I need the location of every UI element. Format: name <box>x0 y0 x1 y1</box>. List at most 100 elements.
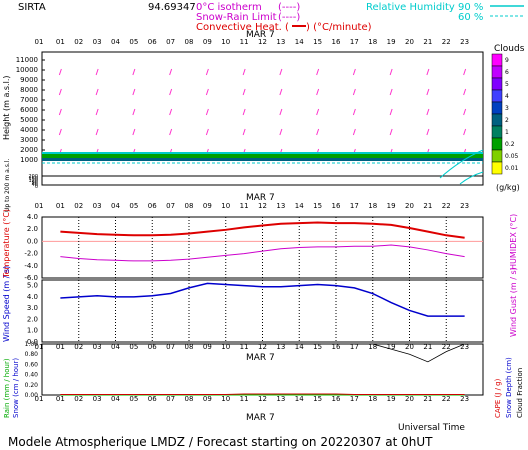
wind-barb <box>242 108 246 116</box>
hour-label-rain-top: 04 <box>111 343 120 351</box>
hour-label-mid: 08 <box>185 202 194 210</box>
hour-label-bottom: 19 <box>387 395 396 403</box>
hour-label-bottom: 05 <box>129 395 138 403</box>
hour-label-top-start: 01 <box>35 38 44 46</box>
wind-barb <box>132 88 136 96</box>
hour-label-top: 19 <box>387 38 396 46</box>
rain-tick-label: 1.00 <box>25 341 39 348</box>
hour-label-top: 08 <box>185 38 194 46</box>
date-label-bottom2: MAR 7 <box>246 413 275 423</box>
hour-label-top: 12 <box>258 38 267 46</box>
hour-label-mid: 11 <box>240 202 249 210</box>
colorbar-swatch <box>491 101 503 115</box>
hour-label-rain-top: 07 <box>166 343 175 351</box>
wind-barb <box>242 88 246 96</box>
wind-barb <box>316 88 320 96</box>
wind-barb <box>132 108 136 116</box>
wind-barb <box>316 128 320 136</box>
hour-label-top: 06 <box>148 38 157 46</box>
colorbar-tick-label: 4 <box>505 93 509 100</box>
lower-height-tick-label: 80 <box>32 180 38 186</box>
rh-curve <box>439 149 484 179</box>
colorbar-tick-label: 6 <box>505 69 509 76</box>
hour-label-top: 13 <box>276 38 285 46</box>
hour-label-top: 18 <box>368 38 377 46</box>
station-name: SIRTA <box>18 2 46 13</box>
temperature-axis-title: Temperature (°C) <box>2 209 11 279</box>
legend-rh-90: 90 % <box>458 2 483 13</box>
wind-speed-axis-title: Wind Speed (m / s) <box>2 266 11 342</box>
hour-label-rain-top: 03 <box>93 343 102 351</box>
hour-label-rain-top: 13 <box>276 343 285 351</box>
wind-barb <box>58 108 62 116</box>
colorbar-tick-label: 2 <box>505 117 509 124</box>
colorbar-title: Clouds <box>494 44 525 54</box>
cloud-band-teal <box>42 158 483 161</box>
hour-label-rain-top: 09 <box>203 343 212 351</box>
wind-barb <box>205 68 209 76</box>
temperature-tick-label: -2.0 <box>24 250 38 258</box>
series-line-humidex <box>60 244 465 262</box>
panel-frame-rain <box>41 343 484 396</box>
hour-label-rain-top: 23 <box>460 343 469 351</box>
temperature-tick-label: 0.0 <box>27 237 38 245</box>
hour-label-bottom: 09 <box>203 395 212 403</box>
cloud-fraction-axis-title: Cloud Fraction <box>516 368 524 418</box>
snow-axis-title: Snow (cm / hour) <box>12 358 20 418</box>
hour-label-top: 14 <box>295 38 304 46</box>
wind-barb <box>95 108 99 116</box>
wind-barb <box>463 128 467 136</box>
hour-label-top: 20 <box>405 38 414 46</box>
wind-barb <box>169 128 173 136</box>
rain-tick-label: 0.20 <box>25 382 39 389</box>
legend-isotherm: 0°C isotherm <box>196 2 262 13</box>
wind-barb <box>242 128 246 136</box>
humidex-axis-title: HUMIDEX (°C) <box>509 214 518 270</box>
colorbar-tick-label: 9 <box>505 57 509 64</box>
chart-marks: 01 01 02 03 04 05 06 07 08 09 10 11 12 13 14 15 16 17 18 19… <box>16 38 519 403</box>
hour-label-top: 05 <box>129 38 138 46</box>
wind-barb <box>58 88 62 96</box>
height-lower-axis-title: Up to 200 m a.s.l. <box>4 159 11 212</box>
colorbar-swatch <box>491 125 503 139</box>
wind-barb <box>389 128 393 136</box>
wind-barb <box>169 88 173 96</box>
hour-label-bottom: 10 <box>221 395 230 403</box>
wind-barb <box>426 68 430 76</box>
hour-label-mid: 22 <box>442 202 451 210</box>
hour-label-mid: 14 <box>295 202 304 210</box>
wind-tick-label: 2.0 <box>27 315 38 323</box>
wind-barb <box>352 68 356 76</box>
colorbar-tick-label: 0.05 <box>505 153 519 160</box>
temperature-tick-label: 4.0 <box>27 213 38 221</box>
hour-label-bottom: 23 <box>460 395 469 403</box>
height-tick-label: 11000 <box>16 56 38 64</box>
height-tick-label: 4000 <box>20 126 38 134</box>
hour-label-top: 09 <box>203 38 212 46</box>
lower-height-tick-label: 160 <box>28 176 38 182</box>
hour-label-rain-top: 02 <box>74 343 83 351</box>
date-label-mid: MAR 7 <box>246 193 275 203</box>
hour-label-top: 04 <box>111 38 120 46</box>
hour-label-mid: 17 <box>350 202 359 210</box>
hour-label-rain-top: 11 <box>240 343 249 351</box>
hour-label-top: 22 <box>442 38 451 46</box>
rh-curve-2 <box>459 171 484 185</box>
wind-gust-axis-title: Wind Gust (m / s) <box>509 267 518 337</box>
wind-tick-label: 0.0 <box>27 338 38 346</box>
wind-barb <box>352 108 356 116</box>
hour-label-mid: 09 <box>203 202 212 210</box>
wind-barb <box>389 108 393 116</box>
hour-label-top: 01 <box>56 38 65 46</box>
wind-barb <box>169 68 173 76</box>
hour-label-bottom: 18 <box>368 395 377 403</box>
rain-tick-label: 0.60 <box>25 361 39 368</box>
hour-label-bottom: 17 <box>350 395 359 403</box>
hour-label-rain-top: 15 <box>313 343 322 351</box>
colorbar-swatch <box>491 89 503 103</box>
hour-label-bottom: 11 <box>240 395 249 403</box>
wind-barb <box>426 128 430 136</box>
wind-barb <box>242 68 246 76</box>
wind-tick-label: 4.0 <box>27 293 38 301</box>
